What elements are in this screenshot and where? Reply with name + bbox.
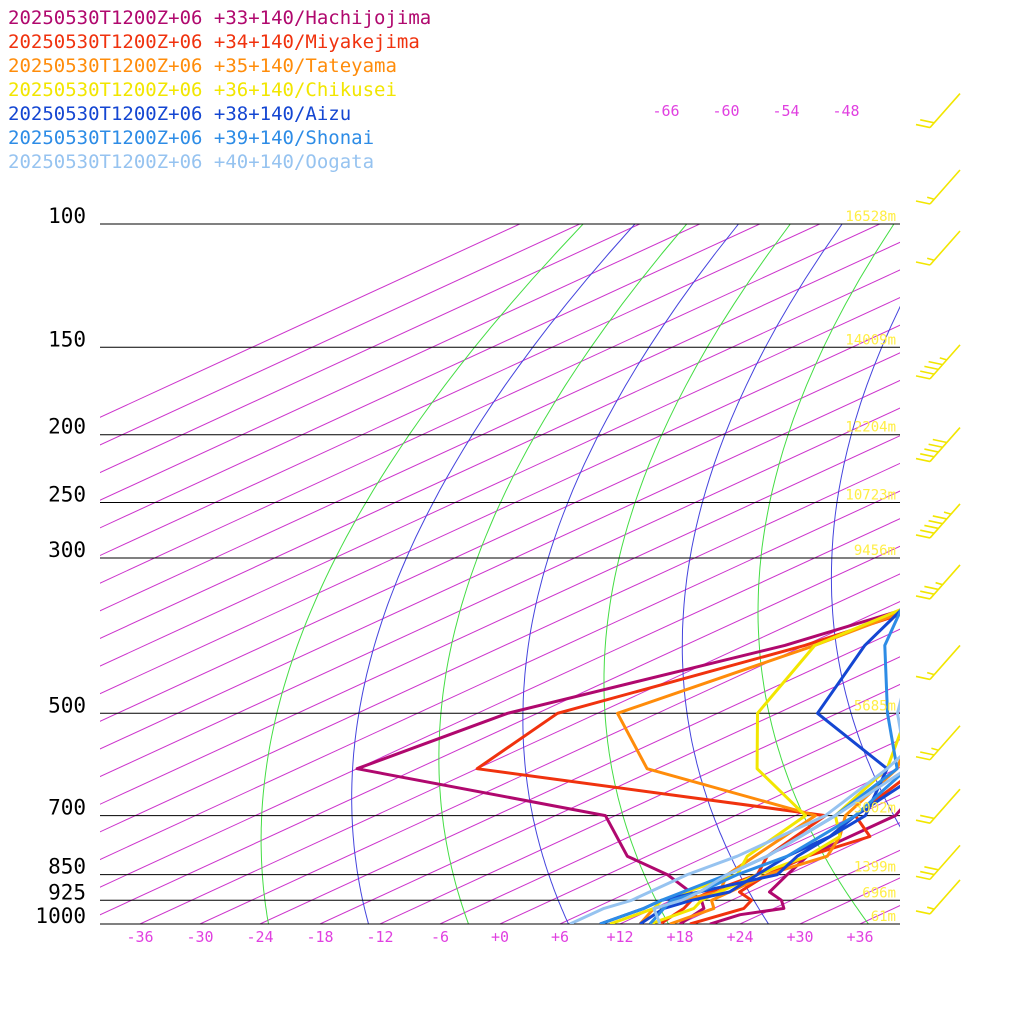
height-label: 9456m xyxy=(854,543,896,559)
temperature-tick-label: +0 xyxy=(491,928,509,946)
pressure-level-label: 700 xyxy=(48,796,86,820)
pressure-level-label: 1000 xyxy=(35,904,86,928)
temperature-tick-label: -36 xyxy=(126,928,153,946)
legend-entry: 20250530T1200Z+06 +33+140/Hachijojima xyxy=(8,7,431,29)
temperature-tick-label: +18 xyxy=(666,928,693,946)
temperature-tick-label: -6 xyxy=(431,928,449,946)
temperature-tick-label: +30 xyxy=(786,928,813,946)
pressure-level-label: 100 xyxy=(48,204,86,228)
height-label: 696m xyxy=(862,885,896,901)
pressure-level-label: 850 xyxy=(48,855,86,879)
temperature-tick-label: -24 xyxy=(246,928,273,946)
height-label: 16528m xyxy=(845,209,896,225)
pressure-level-label: 925 xyxy=(48,880,86,904)
temperature-tick-label: +12 xyxy=(606,928,633,946)
height-label: 12204m xyxy=(845,420,896,436)
height-label: 1399m xyxy=(854,860,896,876)
height-label: 14009m xyxy=(845,332,896,348)
upper-temperature-label: -54 xyxy=(772,102,799,120)
legend-entry: 20250530T1200Z+06 +34+140/Miyakejima xyxy=(8,31,420,53)
pressure-level-label: 150 xyxy=(48,327,86,351)
pressure-level-label: 500 xyxy=(48,693,86,717)
upper-temperature-label: -48 xyxy=(832,102,859,120)
upper-temperature-label: -66 xyxy=(652,102,679,120)
pressure-level-label: 200 xyxy=(48,415,86,439)
pressure-level-label: 250 xyxy=(48,483,86,507)
height-label: 61m xyxy=(871,909,896,925)
height-label: 5685m xyxy=(854,698,896,714)
temperature-tick-label: +36 xyxy=(846,928,873,946)
temperature-tick-label: -12 xyxy=(366,928,393,946)
height-label: 10723m xyxy=(845,488,896,504)
height-label: 3002m xyxy=(854,801,896,817)
temperature-tick-label: -18 xyxy=(306,928,333,946)
legend-entry: 20250530T1200Z+06 +38+140/Aizu xyxy=(8,103,351,125)
legend-entry: 20250530T1200Z+06 +36+140/Chikusei xyxy=(8,79,397,101)
pressure-level-label: 300 xyxy=(48,538,86,562)
legend: 20250530T1200Z+06 +33+140/Hachijojima202… xyxy=(8,7,431,173)
legend-entry: 20250530T1200Z+06 +40+140/Oogata xyxy=(8,151,374,173)
temperature-tick-label: +24 xyxy=(726,928,753,946)
temperature-tick-label: -30 xyxy=(186,928,213,946)
temperature-tick-label: +6 xyxy=(551,928,569,946)
legend-entry: 20250530T1200Z+06 +35+140/Tateyama xyxy=(8,55,397,77)
upper-temperature-label: -60 xyxy=(712,102,739,120)
legend-entry: 20250530T1200Z+06 +39+140/Shonai xyxy=(8,127,374,149)
